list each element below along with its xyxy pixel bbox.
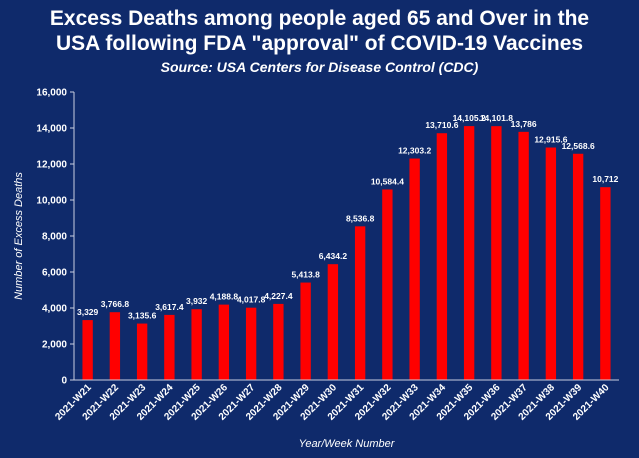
data-label: 12,568.6: [562, 141, 595, 151]
bars: [82, 126, 611, 380]
data-label: 4,017.8: [237, 295, 266, 305]
data-label: 10,712: [592, 174, 618, 184]
chart-title: Excess Deaths among people aged 65 and O…: [0, 6, 639, 56]
bar-2021-W26: [218, 304, 230, 380]
data-label: 13,710.6: [425, 120, 458, 130]
y-tick-label: 0: [61, 376, 67, 387]
y-tick-label: 10,000: [36, 196, 67, 207]
data-label: 4,188.8: [210, 292, 239, 302]
bar-2021-W33: [409, 158, 420, 380]
y-axis-title-group: Number of Excess Deaths: [13, 172, 25, 300]
chart-title-line-1: Excess Deaths among people aged 65 and O…: [49, 7, 590, 30]
bar-2021-W21: [82, 320, 93, 380]
data-label: 3,329: [77, 307, 99, 317]
bar-2021-W29: [300, 282, 311, 380]
bar-2021-W23: [136, 323, 148, 380]
data-label: 14,101.8: [480, 113, 513, 123]
bar-2021-W28: [273, 303, 284, 380]
bar-2021-W30: [327, 264, 339, 380]
bar-2021-W24: [164, 314, 175, 380]
bar-2021-W27: [245, 307, 257, 380]
y-tick-label: 16,000: [36, 88, 67, 99]
bar-2021-W40: [600, 187, 611, 380]
data-label: 12,915.6: [534, 135, 567, 145]
y-tick-label: 14,000: [36, 124, 67, 135]
bar-2021-W25: [191, 309, 202, 380]
bar-2021-W36: [491, 126, 502, 380]
bar-2021-W37: [518, 131, 529, 380]
chart-subtitle: Source: USA Centers for Disease Control …: [160, 59, 479, 75]
data-label: 6,434.2: [319, 251, 348, 261]
bar-2021-W22: [109, 312, 121, 380]
y-tick-label: 12,000: [36, 160, 67, 171]
bar-2021-W31: [354, 226, 366, 380]
bar-2021-W32: [382, 189, 393, 380]
y-tick-label: 4,000: [42, 304, 67, 315]
y-tick-labels: 0 2,000 4,000 6,000 8,000 10,000 12,000 14,000 1…: [36, 88, 74, 387]
bar-2021-W39: [572, 153, 584, 380]
y-tick-label: 6,000: [42, 268, 67, 279]
data-label: 3,766.8: [101, 299, 130, 309]
x-axis-title: Year/Week Number: [299, 438, 396, 450]
x-tick-labels: 2021-W212021-W222021-W232021-W242021-W25…: [53, 382, 611, 423]
data-label: 10,584.4: [371, 176, 404, 186]
data-label: 13,786: [511, 119, 537, 129]
data-label: 3,617.4: [155, 302, 184, 312]
chart-title-line-2: USA following FDA "approval" of COVID-19…: [55, 32, 584, 55]
data-label: 3,932: [186, 296, 208, 306]
bar-2021-W35: [463, 126, 475, 380]
y-tick-label: 2,000: [42, 340, 67, 351]
data-label: 5,413.8: [291, 270, 320, 280]
y-axis-title: Number of Excess Deaths: [13, 172, 25, 300]
data-label: 12,303.2: [398, 146, 431, 156]
data-label: 14,105.2: [453, 113, 486, 123]
data-label: 8,536.8: [346, 213, 375, 223]
y-tick-label: 8,000: [42, 232, 67, 243]
bar-2021-W38: [545, 147, 557, 380]
bar-2021-W34: [436, 133, 448, 380]
data-label: 3,135.6: [128, 311, 157, 321]
data-label: 4,227.4: [264, 291, 293, 301]
